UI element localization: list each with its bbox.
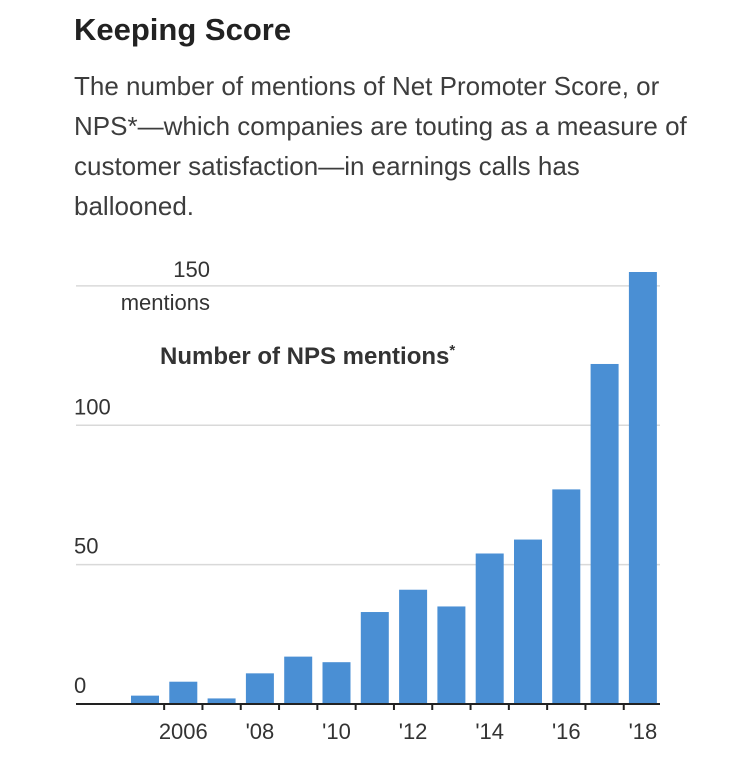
x-tick-label: '10 xyxy=(322,719,351,744)
bar-chart: 0 50 100 150 mentions Number of NPS mentions… xyxy=(74,257,660,744)
bar-2014 xyxy=(475,553,504,704)
bar-2006 xyxy=(169,681,198,704)
x-tick-label: '14 xyxy=(475,719,504,744)
bar-2011 xyxy=(360,612,389,704)
y-tick-label: 50 xyxy=(74,534,98,559)
bar-2015 xyxy=(514,539,542,704)
title-asterisk: * xyxy=(449,342,455,359)
bar-2009 xyxy=(284,656,313,704)
x-tick-label: 2006 xyxy=(159,719,208,744)
y-tick-label: 0 xyxy=(74,673,86,698)
bar-2012 xyxy=(399,589,428,704)
x-tick-label: '12 xyxy=(399,719,428,744)
headline: Keeping Score xyxy=(74,12,292,47)
x-tick-label: '18 xyxy=(629,719,658,744)
bar-2017 xyxy=(590,363,619,704)
bar-2013 xyxy=(437,606,466,704)
y-tick-label: 150 xyxy=(173,257,210,282)
bar-2005 xyxy=(131,695,159,704)
x-axis-ticks: 2006 '08 '10 '12 '14 '16 '18 xyxy=(159,704,657,744)
bar-2007 xyxy=(207,698,236,704)
chart-title: Number of NPS mentions* xyxy=(160,342,455,370)
bar-2010 xyxy=(322,662,351,704)
x-tick-label: '08 xyxy=(246,719,275,744)
y-unit-label: mentions xyxy=(121,290,210,315)
bar-2008 xyxy=(245,673,274,704)
dek: The number of mentions of Net Promoter S… xyxy=(74,71,687,221)
x-tick-label: '16 xyxy=(552,719,581,744)
y-axis-labels: 0 50 100 150 mentions xyxy=(74,257,210,698)
bar-2016 xyxy=(552,489,581,704)
y-tick-label: 100 xyxy=(74,394,111,419)
bars xyxy=(131,272,657,704)
bar-2018 xyxy=(628,272,657,704)
